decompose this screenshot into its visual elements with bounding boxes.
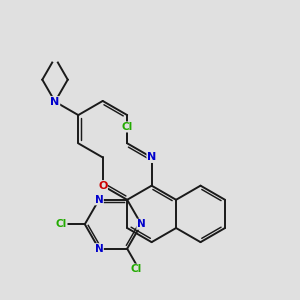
Text: N: N: [94, 244, 103, 254]
Text: N: N: [50, 97, 60, 107]
Text: Cl: Cl: [122, 122, 133, 132]
Text: O: O: [98, 181, 107, 191]
Text: Cl: Cl: [56, 219, 67, 229]
Text: Cl: Cl: [130, 264, 142, 274]
Text: N: N: [147, 152, 156, 162]
Text: N: N: [94, 195, 103, 205]
Text: N: N: [137, 219, 146, 229]
